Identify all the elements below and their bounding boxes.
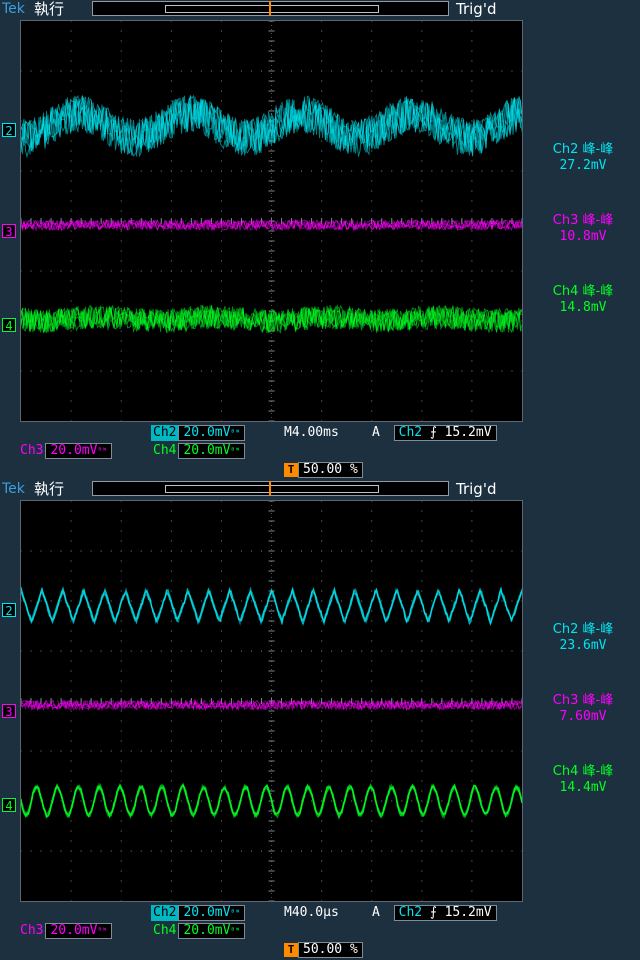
ch2-scale: 20.0mV [183,425,231,440]
waveform-screen[interactable] [20,20,523,422]
ch4-scale: 20.0mV [183,443,231,458]
record-window [165,5,379,13]
waveform-canvas [21,501,522,901]
trigger-source: Ch2 [398,425,423,440]
trigger-status: Trig'd [456,0,497,18]
trigger-position: 50.00 % [298,462,363,478]
trigger-level: 15.2mV [444,425,492,440]
record-position-bar[interactable] [92,481,449,496]
ch2-scale-readout[interactable]: Ch2 20.0mVᴮᵂ [151,425,246,441]
ch2-measurement-label: Ch2 峰-峰 [552,142,614,157]
record-window [165,485,379,493]
scope-capture-2: Tek 執行 Trig'd T 2 3 4 Ch2 峰-峰 23.6mV Ch3… [0,480,640,960]
timebase-readout[interactable]: M40.0µs [284,905,339,921]
waveform-canvas [21,21,522,421]
ch4-tag: Ch4 [153,443,177,458]
trigger-level: 15.2mV [444,905,492,920]
ch3-ground-marker[interactable]: 3 [2,704,16,719]
trigger-readout[interactable]: A Ch2 ⨍ 15.2mV [372,905,497,921]
ch3-trace [21,698,522,712]
ch4-tag: Ch4 [153,923,177,938]
bandwidth-limit-icon: ᴮᵂ [230,446,241,455]
ch2-ground-marker[interactable]: 2 [2,603,16,618]
ch3-tag: Ch3 [20,923,44,938]
ch3-tag: Ch3 [20,443,44,458]
ch3-measurement: Ch3 峰-峰 10.8mV [528,213,638,245]
acquisition-mode: 執行 [34,0,65,18]
trigger-position-readout[interactable]: T 50.00 % [284,942,363,958]
scope-capture-1: Tek 執行 Trig'd T 2 3 4 Ch2 峰-峰 27.2mV Ch3… [0,0,640,478]
bandwidth-limit-icon: ᴮᵂ [97,446,108,455]
ch3-measurement-value: 7.60mV [559,709,607,724]
ch3-scale-readout[interactable]: Ch3 20.0mVᴮᵂ [18,443,113,459]
ch4-measurement: Ch4 峰-峰 14.4mV [528,764,638,796]
ch4-measurement-value: 14.4mV [559,780,607,795]
bandwidth-limit-icon: ᴮᵂ [230,908,241,917]
ch3-measurement: Ch3 峰-峰 7.60mV [528,693,638,725]
acquisition-mode: 執行 [34,480,65,498]
ch3-scale: 20.0mV [50,443,98,458]
bandwidth-limit-icon: ᴮᵂ [230,428,241,437]
ch3-ground-marker[interactable]: 3 [2,224,16,239]
tek-logo: Tek [2,481,25,497]
ch2-measurement-value: 27.2mV [559,158,607,173]
ch4-ground-marker[interactable]: 4 [2,318,16,333]
ch2-measurement-label: Ch2 峰-峰 [552,622,614,637]
ch4-scale-readout[interactable]: Ch4 20.0mVᴮᵂ [151,923,246,939]
record-trigger-marker [269,481,271,496]
ch2-measurement-value: 23.6mV [559,638,607,653]
ch3-measurement-label: Ch3 峰-峰 [552,213,614,228]
ch4-measurement: Ch4 峰-峰 14.8mV [528,284,638,316]
ch2-scale-readout[interactable]: Ch2 20.0mVᴮᵂ [151,905,246,921]
trigger-mode: A [372,905,380,920]
ch2-ground-marker[interactable]: 2 [2,123,16,138]
timebase: M40.0µs [284,905,339,920]
tek-logo: Tek [2,1,25,17]
ch4-ground-marker[interactable]: 4 [2,798,16,813]
ch3-measurement-label: Ch3 峰-峰 [552,693,614,708]
timebase-readout[interactable]: M4.00ms [284,425,339,441]
bandwidth-limit-icon: ᴮᵂ [97,926,108,935]
ch3-scale-readout[interactable]: Ch3 20.0mVᴮᵂ [18,923,113,939]
ch2-trace [21,94,522,159]
ch4-measurement-label: Ch4 峰-峰 [552,284,614,299]
trigger-mode: A [372,425,380,440]
bandwidth-limit-icon: ᴮᵂ [230,926,241,935]
ch2-trace [21,585,522,627]
ch2-measurement: Ch2 峰-峰 23.6mV [528,622,638,654]
rising-edge-icon: ⨍ [429,905,437,920]
rising-edge-icon: ⨍ [429,425,437,440]
top-status-bar: Tek 執行 Trig'd [0,0,640,20]
trigger-source: Ch2 [398,905,423,920]
ch4-trace [21,304,522,334]
record-trigger-marker [269,1,271,16]
waveform-screen[interactable] [20,500,523,902]
top-status-bar: Tek 執行 Trig'd [0,480,640,500]
ch2-measurement: Ch2 峰-峰 27.2mV [528,142,638,174]
trigger-position-icon: T [284,463,298,477]
ch4-measurement-value: 14.8mV [559,300,607,315]
trigger-position-icon: T [284,943,298,957]
ch3-measurement-value: 10.8mV [559,229,607,244]
trigger-position-readout[interactable]: T 50.00 % [284,462,363,478]
record-position-bar[interactable] [92,1,449,16]
ch2-tag: Ch2 [151,425,179,441]
trigger-readout[interactable]: A Ch2 ⨍ 15.2mV [372,425,497,441]
ch4-scale: 20.0mV [183,923,231,938]
trigger-status: Trig'd [456,480,497,498]
ch4-trace [21,782,522,821]
ch4-scale-readout[interactable]: Ch4 20.0mVᴮᵂ [151,443,246,459]
timebase: M4.00ms [284,425,339,440]
ch4-measurement-label: Ch4 峰-峰 [552,764,614,779]
trigger-position: 50.00 % [298,942,363,958]
ch3-trace [21,218,522,232]
ch3-scale: 20.0mV [50,923,98,938]
ch2-tag: Ch2 [151,905,179,921]
ch2-scale: 20.0mV [183,905,231,920]
